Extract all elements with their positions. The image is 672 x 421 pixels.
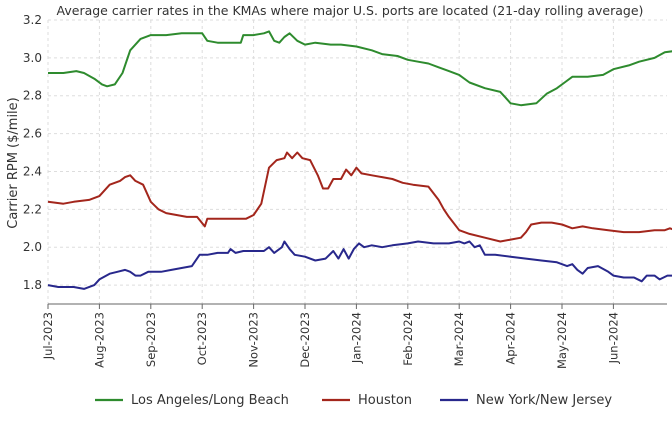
chart-title: Average carrier rates in the KMAs where …: [57, 3, 644, 18]
chart-legend: Los Angeles/Long Beach Houston New York/Ne…: [95, 393, 612, 408]
x-tick-label: Jan-2024: [349, 312, 363, 364]
legend-label-2: New York/New Jersey: [476, 393, 612, 408]
y-axis-ticks: 1.8 2.0 2.2 2.4 2.6 2.8 3.0 3.2: [23, 13, 42, 292]
x-tick-label: Dec-2023: [298, 312, 312, 368]
legend-label-0: Los Angeles/Long Beach: [131, 393, 289, 408]
x-tick-label: Jun-2024: [606, 312, 620, 364]
y-tick-label: 2.8: [23, 89, 42, 103]
x-tick-label: Feb-2024: [401, 312, 415, 366]
x-tick-label: Jul-2023: [41, 312, 55, 360]
y-tick-label: 2.4: [23, 164, 42, 178]
x-tick-label: Mar-2024: [452, 312, 466, 366]
chart-series: [47, 30, 672, 290]
series-line-1: [47, 151, 672, 243]
x-tick-label: May-2024: [555, 312, 569, 369]
x-axis-ticks: Jul-2023 Aug-2023 Sep-2023 Oct-2023 Nov-2023…: [41, 304, 620, 369]
y-tick-label: 2.6: [23, 127, 42, 141]
series-line-2: [47, 240, 672, 290]
y-axis-label: Carrier RPM ($/mile): [6, 97, 21, 229]
x-tick-label: Sep-2023: [144, 312, 158, 367]
chart-grid: [47, 19, 667, 304]
x-tick-label: Oct-2023: [195, 312, 209, 365]
y-tick-label: 1.8: [23, 278, 42, 292]
y-tick-label: 3.0: [23, 51, 42, 65]
y-tick-label: 2.0: [23, 240, 42, 254]
x-tick-label: Aug-2023: [92, 312, 106, 368]
x-tick-label: Apr-2024: [504, 312, 518, 365]
x-tick-label: Nov-2023: [247, 312, 261, 368]
legend-label-1: Houston: [358, 393, 412, 408]
y-tick-label: 2.2: [23, 202, 42, 216]
y-tick-label: 3.2: [23, 13, 42, 27]
series-line-0: [48, 30, 672, 107]
